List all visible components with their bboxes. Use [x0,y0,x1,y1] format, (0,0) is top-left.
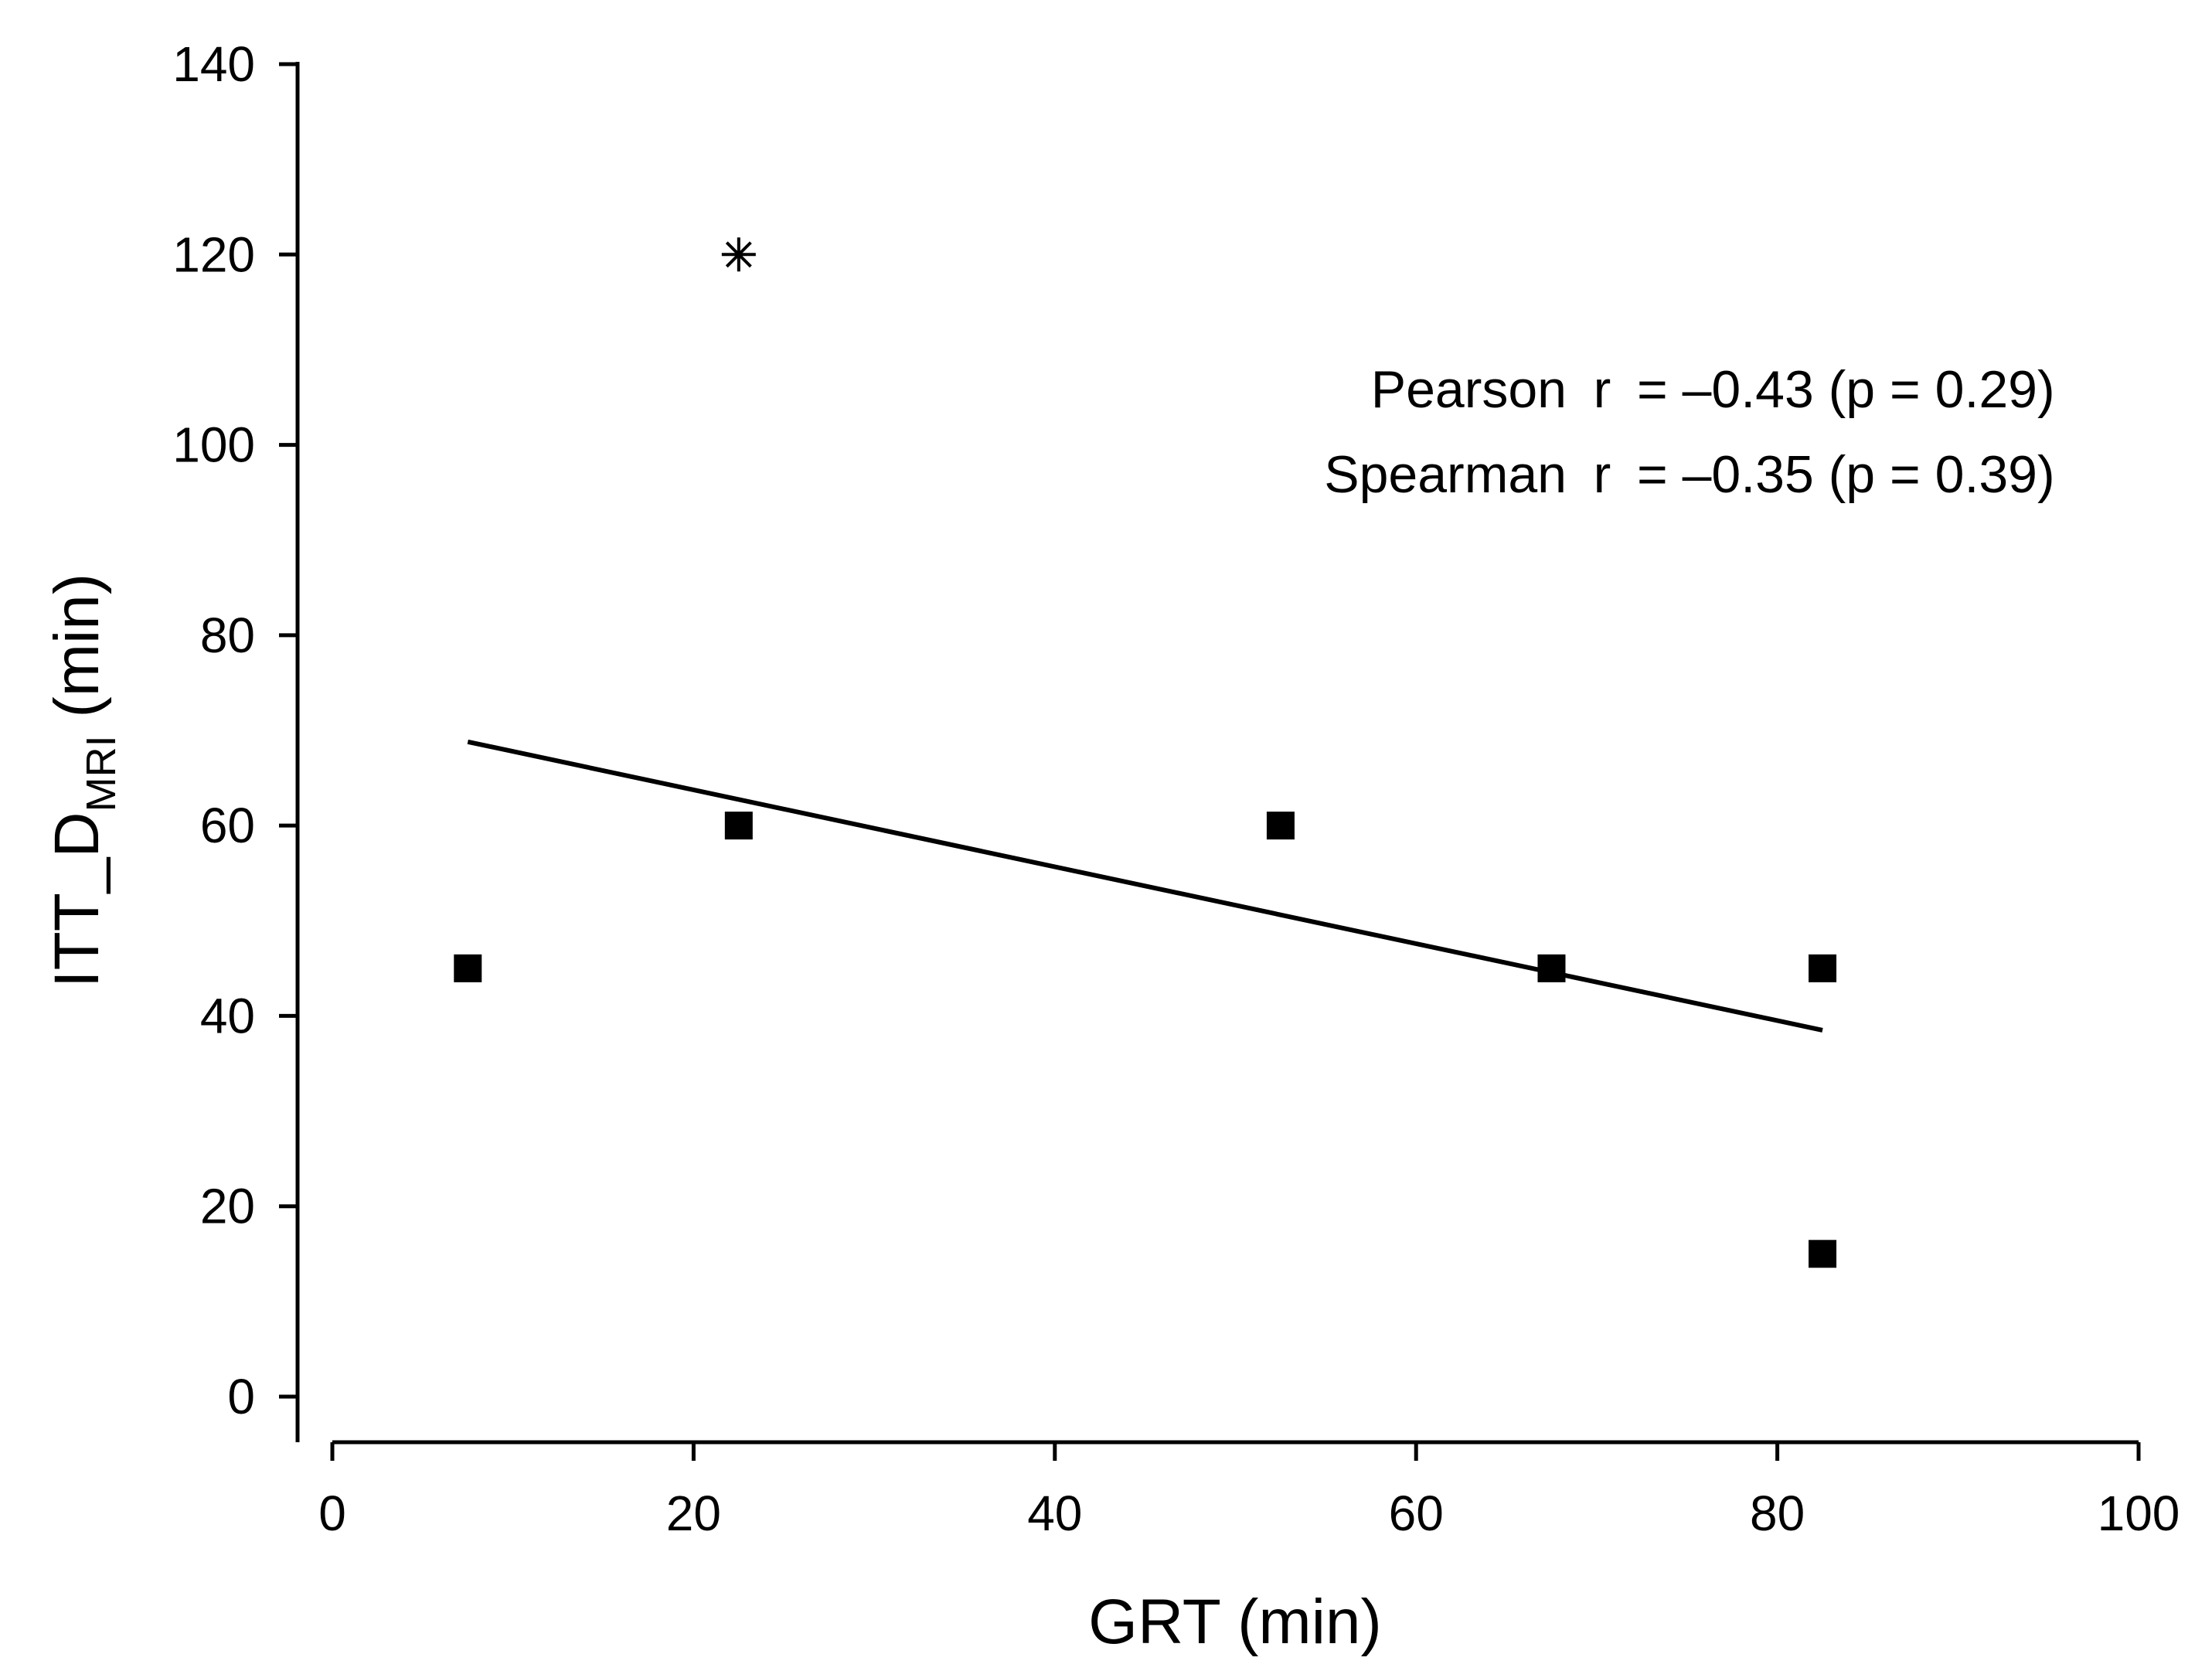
spearman-value: = –0.35 (p = 0.39) [1637,445,2055,504]
fit-layer [467,739,1823,1033]
data-point-data-5 [1809,1240,1837,1268]
data-point-outlier-0 [721,237,756,272]
data-point-data-2 [1266,812,1295,840]
y-tick-label-140: 140 [172,36,255,92]
x-tick-label-80: 80 [1750,1486,1805,1541]
x-axis-title: GRT (min) [1088,1587,1382,1657]
y-tick-label-40: 40 [200,988,255,1043]
x-tick-label-20: 20 [666,1486,721,1541]
y-tick-label-80: 80 [200,607,255,663]
x-tick-label-60: 60 [1389,1486,1444,1541]
data-point-data-1 [724,812,753,840]
y-axis-title-subscript: MRI [78,735,124,812]
ticks-layer: 0 20 40 60 80 100 120 140 0 20 40 60 80 100 [172,36,2180,1541]
data-point-data-0 [454,954,482,982]
points-layer [454,237,1837,1268]
data-point-data-4 [1809,954,1837,982]
y-tick-label-0: 0 [227,1369,255,1424]
x-tick-label-100: 100 [2098,1486,2180,1541]
asterisk-stroke-3 [725,241,752,268]
spearman-label: Spearman [1324,445,1567,504]
y-axis-title-main: ITT_D [42,812,112,988]
spearman-r: r [1594,445,1611,504]
y-tick-label-60: 60 [200,798,255,853]
x-tick-label-40: 40 [1027,1486,1082,1541]
y-axis-title: ITT_DMRI (min) [42,573,124,988]
pearson-r: r [1594,360,1611,419]
y-tick-label-20: 20 [200,1179,255,1234]
regression-line [467,739,1823,1033]
y-tick-label-100: 100 [172,417,255,473]
x-tick-label-0: 0 [318,1486,346,1541]
y-tick-label-120: 120 [172,226,255,282]
pearson-label: Pearson [1371,360,1567,419]
data-point-data-3 [1537,954,1566,982]
y-axis-title-suffix: (min) [42,573,112,736]
pearson-value: = –0.43 (p = 0.29) [1637,360,2055,419]
axes-layer [295,62,2139,1445]
annotation-layer: Pearson r = –0.43 (p = 0.29) Spearman r … [1324,360,2054,504]
